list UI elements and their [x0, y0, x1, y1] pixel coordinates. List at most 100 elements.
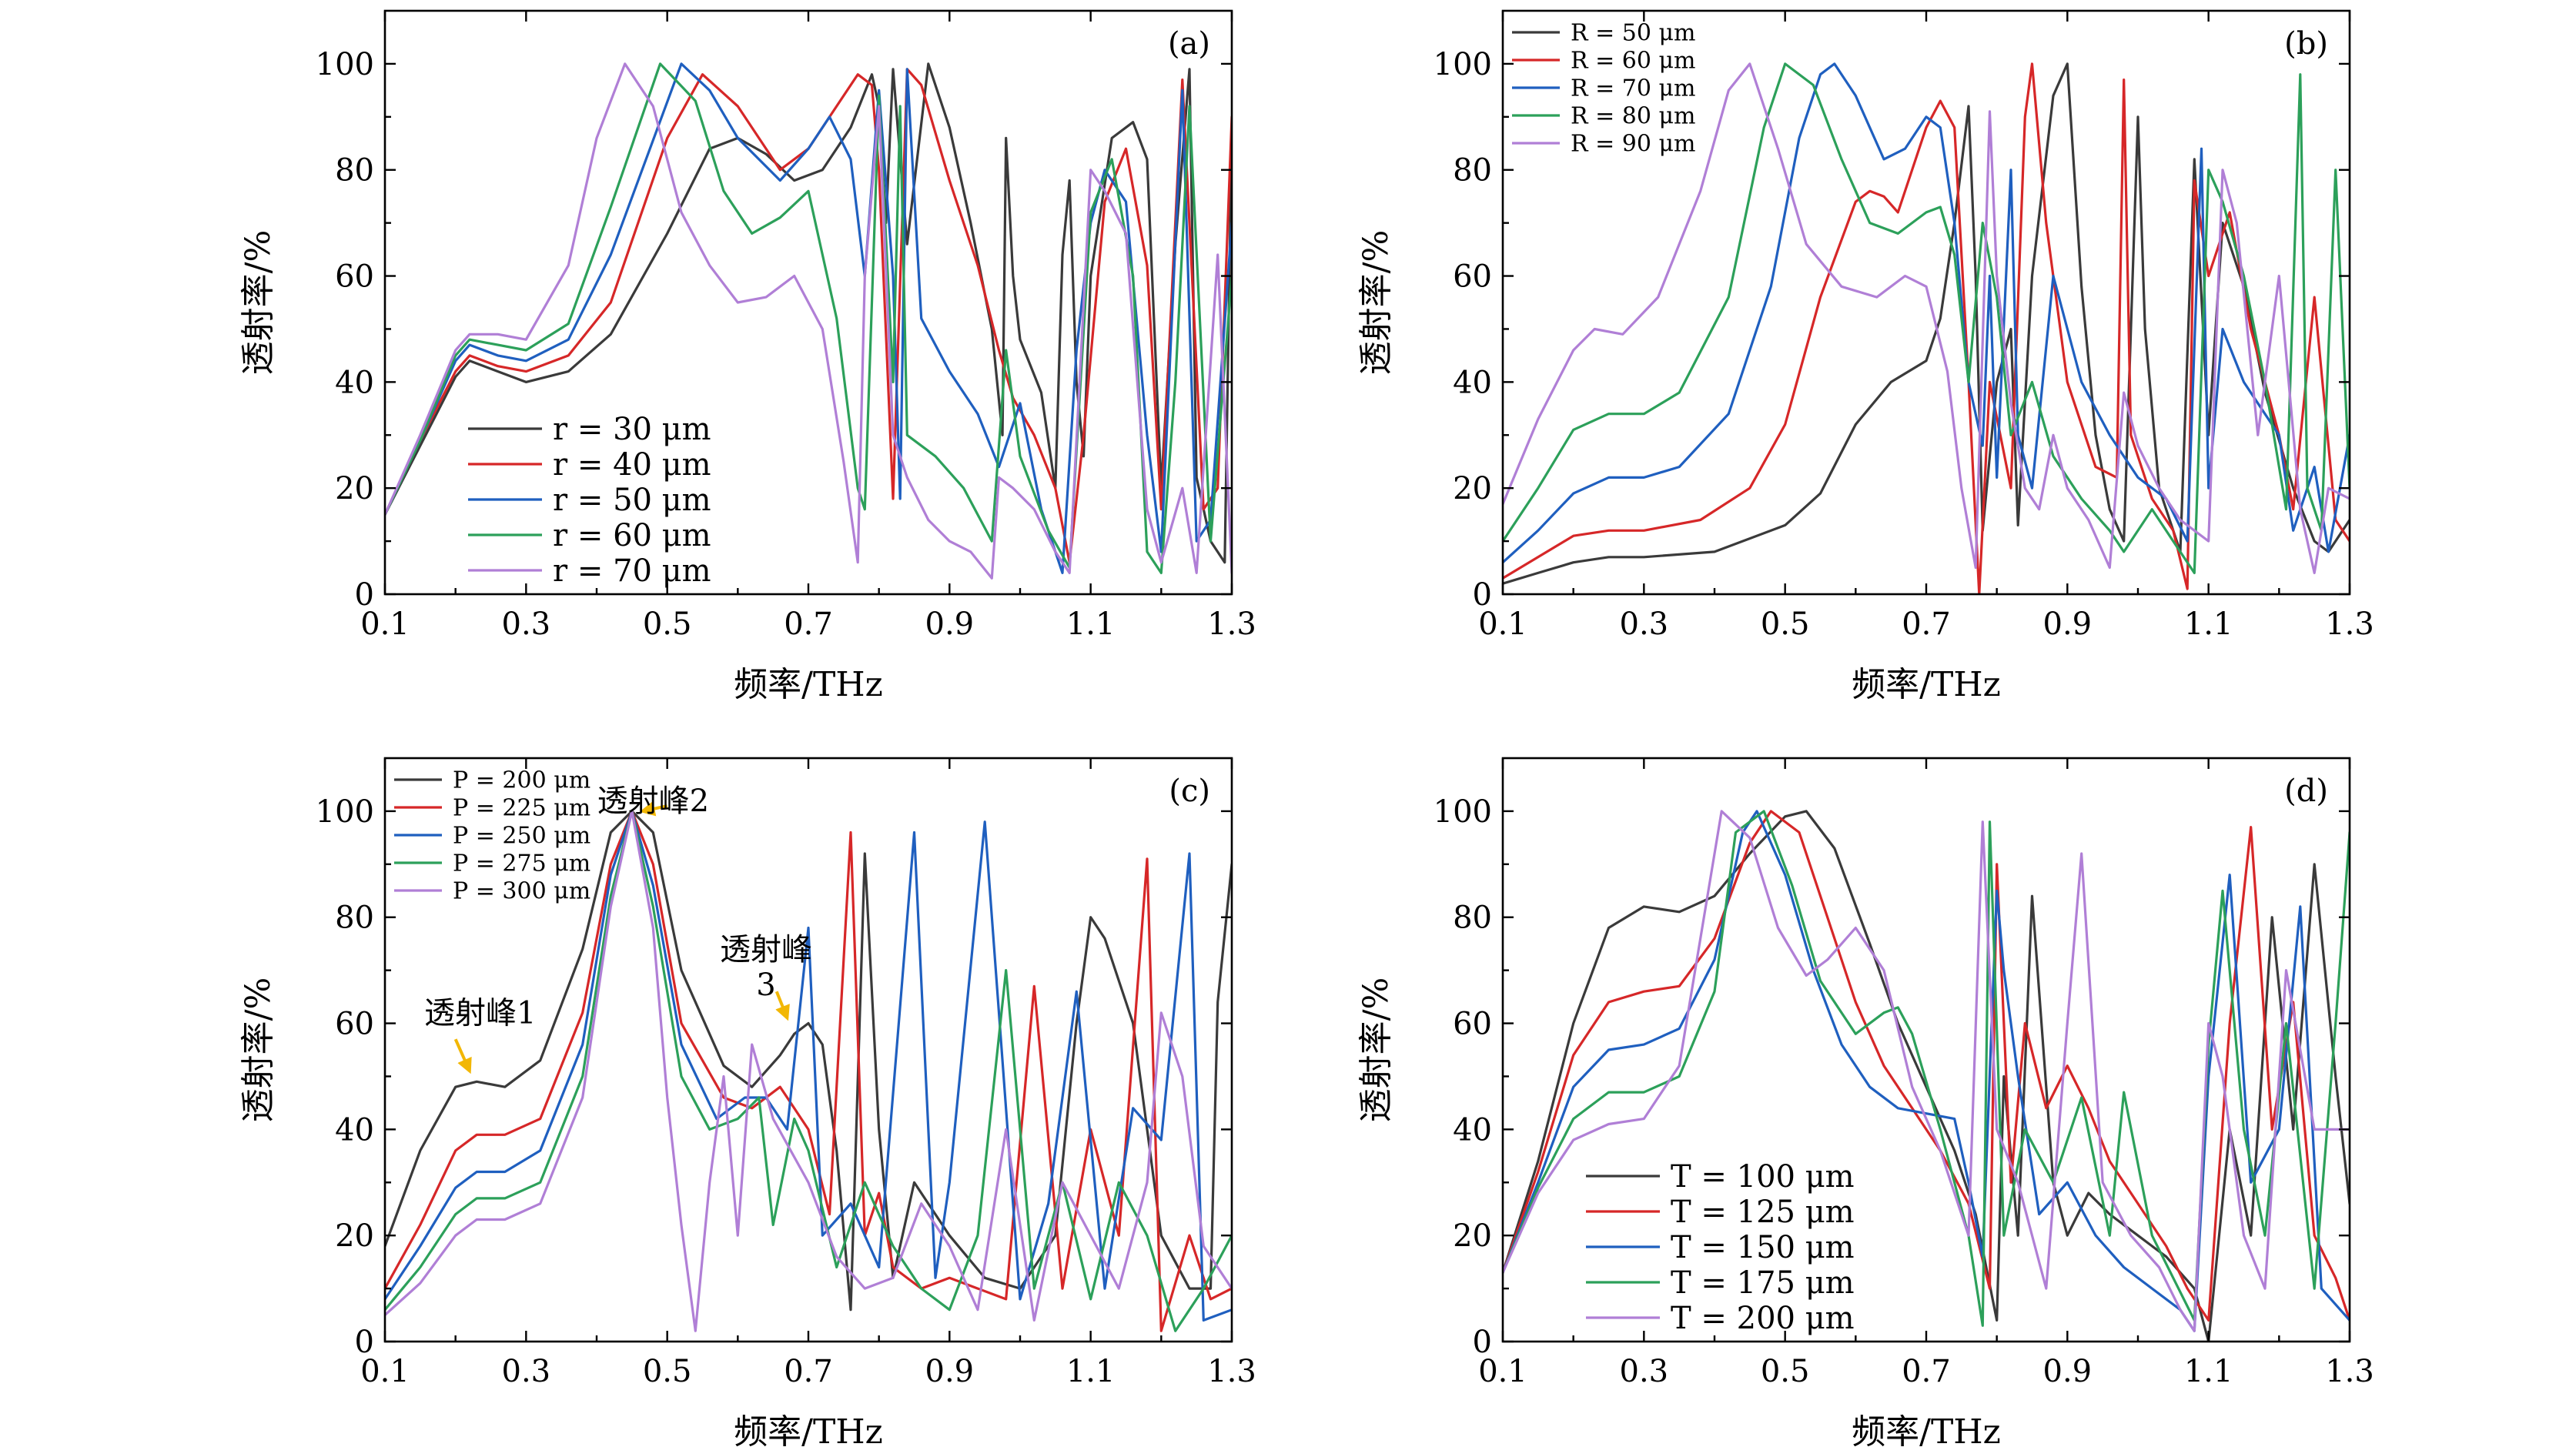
- x-tick-label: 0.7: [1902, 607, 1951, 642]
- legend: R = 50 μmR = 60 μmR = 70 μmR = 80 μmR = …: [1512, 20, 1695, 158]
- legend-label: P = 225 μm: [453, 795, 590, 822]
- x-tick-label: 0.3: [502, 607, 551, 642]
- series-line-1: [1503, 810, 2350, 1342]
- x-tick-label: 0.5: [1761, 607, 1810, 642]
- x-tick-label: 0.1: [360, 607, 410, 642]
- y-tick-label: 0: [1473, 1325, 1492, 1360]
- panel-label: (c): [1169, 774, 1210, 809]
- x-axis-label: 频率/THz: [1852, 1412, 2001, 1447]
- x-tick-label: 0.9: [2043, 607, 2093, 642]
- x-tick-label: 1.1: [2184, 1354, 2233, 1389]
- legend-label: T = 100 μm: [1671, 1159, 1855, 1195]
- series-line-3: [385, 810, 1232, 1322]
- series-line-5: [1503, 62, 2350, 575]
- series-line-5: [385, 810, 1232, 1332]
- annotation-arrow: [453, 1038, 472, 1074]
- y-tick-label: 20: [1453, 471, 1492, 506]
- series-group: [385, 62, 1232, 580]
- legend-label: T = 175 μm: [1671, 1265, 1855, 1301]
- x-tick-label: 0.7: [1902, 1354, 1951, 1389]
- series-line-1: [385, 810, 1232, 1312]
- x-tick-label: 0.5: [643, 607, 692, 642]
- plot-frame: [1501, 757, 2351, 1343]
- legend: P = 200 μmP = 225 μmP = 250 μmP = 275 μm…: [394, 767, 590, 905]
- y-tick-label: 40: [335, 1112, 374, 1148]
- y-tick-label: 100: [316, 794, 374, 830]
- series-line-5: [385, 62, 1232, 580]
- x-tick-label: 0.3: [1620, 1354, 1669, 1389]
- legend: T = 100 μmT = 125 μmT = 150 μmT = 175 μm…: [1586, 1159, 1855, 1336]
- panel-label: (a): [1168, 26, 1210, 62]
- y-tick-label: 40: [335, 365, 374, 400]
- annotation-text: 透射峰2: [597, 784, 709, 819]
- x-axis-label: 频率/THz: [734, 1412, 883, 1447]
- panel-label: (b): [2284, 26, 2328, 62]
- legend-label: T = 150 μm: [1671, 1230, 1855, 1265]
- x-tick-label: 0.3: [502, 1354, 551, 1389]
- y-tick-label: 20: [335, 1218, 374, 1254]
- x-tick-label: 0.1: [360, 1354, 410, 1389]
- legend-label: T = 125 μm: [1671, 1195, 1855, 1230]
- series-line-4: [1503, 810, 2350, 1327]
- legend-label: R = 60 μm: [1571, 48, 1695, 75]
- x-tick-label: 0.1: [1478, 607, 1527, 642]
- y-tick-label: 20: [335, 471, 374, 506]
- x-tick-label: 1.1: [1066, 607, 1116, 642]
- chart-panel-d: (d) 频率/THz 透射率/% 0.1 0.3 0.5 0.7 0.9 1.1 1.3 0 2…: [1357, 757, 2374, 1447]
- y-tick-label: 20: [1453, 1218, 1492, 1254]
- x-tick-label: 0.9: [925, 607, 975, 642]
- legend-label: R = 50 μm: [1571, 20, 1695, 47]
- x-tick-label: 0.5: [643, 1354, 692, 1389]
- series-line-4: [385, 62, 1232, 575]
- series-group: [1503, 62, 2350, 594]
- y-tick-label: 0: [1473, 577, 1492, 613]
- series-group: [1503, 810, 2350, 1342]
- x-tick-label: 0.3: [1620, 607, 1669, 642]
- legend-label: P = 275 μm: [453, 850, 590, 877]
- annotation: 透射峰1: [424, 996, 536, 1074]
- x-tick-label: 1.1: [1066, 1354, 1116, 1389]
- y-tick-label: 80: [335, 901, 374, 936]
- x-tick-label: 0.7: [784, 607, 833, 642]
- y-tick-label: 80: [1453, 153, 1492, 189]
- legend-label: r = 70 μm: [553, 553, 711, 589]
- series-line-1: [385, 62, 1232, 564]
- chart-panel-c: (c) 频率/THz 透射率/% 0.1 0.3 0.5 0.7 0.9 1.1 1.3 0 2…: [239, 757, 1256, 1447]
- legend-label: P = 200 μm: [453, 767, 590, 794]
- x-tick-label: 1.3: [1207, 1354, 1256, 1389]
- annotation-arrow: [639, 800, 668, 817]
- legend: r = 30 μmr = 40 μmr = 50 μmr = 60 μmr = …: [468, 412, 711, 589]
- y-tick-label: 40: [1453, 365, 1492, 400]
- annotation-text: 透射峰: [720, 932, 812, 967]
- y-tick-label: 60: [335, 259, 374, 295]
- y-tick-label: 60: [1453, 259, 1492, 295]
- annotation-arrow: [774, 991, 790, 1021]
- y-tick-label: 40: [1453, 1112, 1492, 1148]
- series-line-2: [385, 810, 1232, 1332]
- y-tick-label: 100: [316, 47, 374, 82]
- x-tick-label: 1.1: [2184, 607, 2233, 642]
- y-tick-label: 0: [355, 1325, 374, 1360]
- legend-label: r = 50 μm: [553, 483, 711, 518]
- x-tick-label: 0.7: [784, 1354, 833, 1389]
- chart-panel-a: (a) 频率/THz 透射率/% 0.1 0.3 0.5 0.7 0.9 1.1 1.3 0 2…: [239, 9, 1256, 704]
- panel-label: (d): [2284, 774, 2328, 809]
- legend-label: R = 80 μm: [1571, 103, 1695, 130]
- annotation: 透射峰2: [597, 784, 709, 819]
- series-line-3: [1503, 810, 2350, 1332]
- series-line-3: [385, 62, 1232, 575]
- legend-label: R = 90 μm: [1571, 131, 1695, 158]
- legend-label: P = 250 μm: [453, 823, 590, 850]
- legend-label: T = 200 μm: [1671, 1301, 1855, 1336]
- annotation-text: 透射峰1: [424, 996, 536, 1031]
- y-axis-label: 透射率/%: [1357, 977, 1396, 1123]
- series-line-2: [1503, 810, 2350, 1322]
- legend-label: P = 300 μm: [453, 878, 590, 905]
- y-tick-label: 80: [1453, 901, 1492, 936]
- series-line-4: [385, 810, 1232, 1332]
- x-tick-label: 1.3: [1207, 607, 1256, 642]
- x-tick-label: 0.9: [2043, 1354, 2093, 1389]
- series-line-2: [385, 68, 1232, 564]
